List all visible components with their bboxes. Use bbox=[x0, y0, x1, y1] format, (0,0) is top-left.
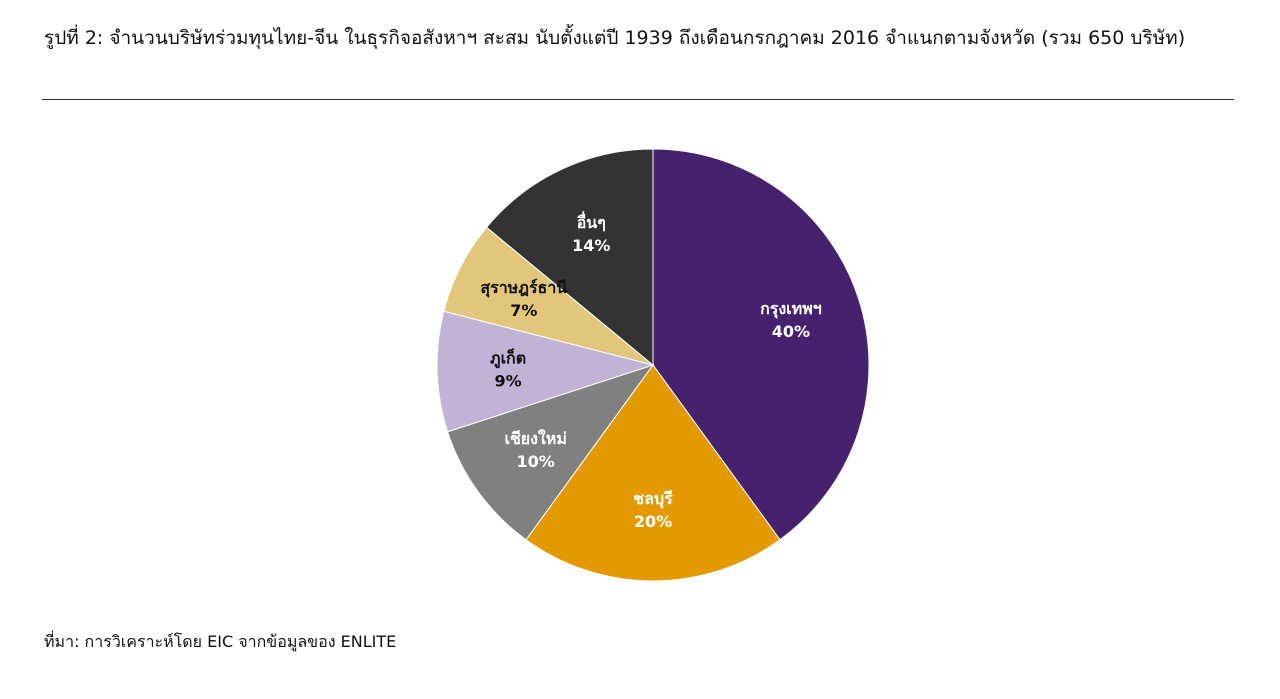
slice-label-percent: 7% bbox=[510, 301, 537, 320]
title-divider bbox=[42, 99, 1234, 100]
pie-slice-6 bbox=[485, 148, 654, 367]
pie-slice-2 bbox=[525, 364, 781, 582]
slice-label-name: กรุงเทพฯ bbox=[760, 299, 822, 319]
slice-label-name: เชียงใหม่ bbox=[504, 429, 566, 448]
slice-label-percent: 14% bbox=[572, 236, 610, 255]
slice-label-name: ภูเก็ต bbox=[490, 347, 526, 370]
slice-label-name: ชลบุรี bbox=[633, 489, 673, 509]
source-note: ที่มา: การวิเคราะห์โดย EIC จากข้อมูลของ … bbox=[44, 632, 397, 651]
slice-label-percent: 40% bbox=[772, 322, 810, 341]
slice-label-percent: 20% bbox=[634, 512, 672, 531]
slice-label-percent: 10% bbox=[517, 452, 555, 471]
slice-label-name: อื่นๆ bbox=[576, 211, 606, 232]
pie-slice-4 bbox=[436, 310, 655, 433]
chart-title: รูปที่ 2: จำนวนบริษัทร่วมทุนไทย-จีน ในธุ… bbox=[44, 27, 1186, 49]
pie-slice-1 bbox=[652, 148, 870, 541]
pie-slice-3 bbox=[446, 364, 655, 541]
slice-label-percent: 9% bbox=[494, 372, 521, 391]
pie-slices bbox=[436, 148, 870, 582]
slice-label-name: สุราษฎร์ธานี bbox=[480, 278, 567, 298]
pie-labels: กรุงเทพฯ 40% ชลบุรี 20% เชียงใหม่ 10% ภูเก็ต 9%… bbox=[480, 211, 821, 531]
